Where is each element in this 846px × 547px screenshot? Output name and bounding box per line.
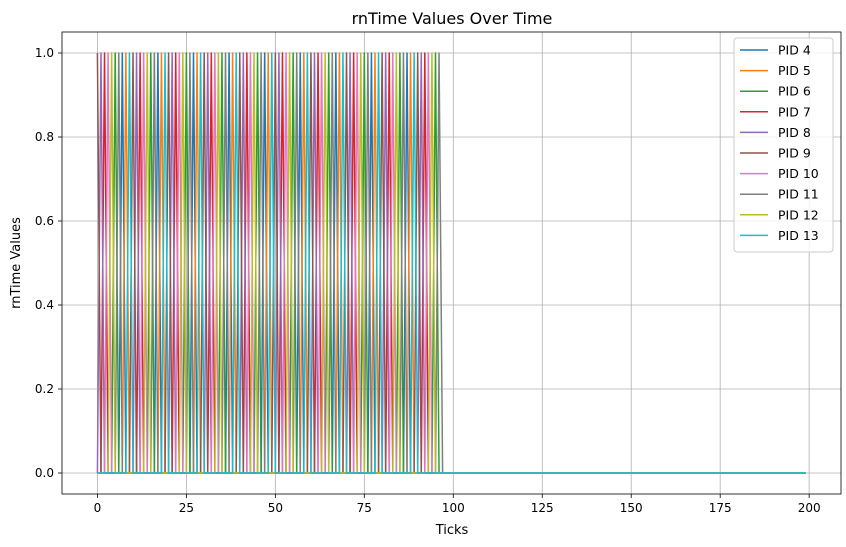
legend-label: PID 13 [778, 228, 819, 243]
tick-layer: 0 25 50 75 100 125 150 175 200 0.0 0.2 0.4 0.6 0.8 1.0 [35, 46, 821, 515]
x-tick-label: 175 [709, 501, 732, 515]
legend-label: PID 4 [778, 43, 811, 58]
series-line-pid-13 [97, 52, 806, 474]
y-tick-label: 0.2 [35, 382, 54, 396]
y-tick-label: 0.0 [35, 466, 54, 480]
x-tick-label: 200 [798, 501, 821, 515]
chart-title: rnTime Values Over Time [352, 9, 553, 28]
y-tick-label: 0.4 [35, 298, 54, 312]
x-tick-label: 50 [268, 501, 283, 515]
legend-label: PID 10 [778, 166, 819, 181]
legend-label: PID 8 [778, 125, 811, 140]
y-tick-label: 1.0 [35, 46, 54, 60]
x-tick-label: 125 [531, 501, 554, 515]
y-axis-label: rnTime Values [9, 217, 24, 309]
x-tick-label: 150 [620, 501, 643, 515]
x-tick-label: 100 [442, 501, 465, 515]
y-tick-label: 0.6 [35, 214, 54, 228]
legend-label: PID 5 [778, 63, 811, 78]
plot-frame [61, 31, 842, 495]
y-tick-label: 0.8 [35, 130, 54, 144]
legend-label: PID 12 [778, 207, 819, 222]
x-axis-label: Ticks [435, 523, 469, 538]
legend-label: PID 7 [778, 104, 811, 119]
series-layer [96, 52, 806, 474]
x-tick-label: 25 [179, 501, 194, 515]
legend-label: PID 9 [778, 146, 811, 161]
x-tick-label: 0 [94, 501, 102, 515]
x-tick-label: 75 [357, 501, 372, 515]
legend-label: PID 11 [778, 187, 819, 202]
legend-label: PID 6 [778, 84, 811, 99]
legend: PID 4 PID 5 PID 6 PID 7 PID 8 PID 9 PID 10 PID … [733, 37, 834, 253]
